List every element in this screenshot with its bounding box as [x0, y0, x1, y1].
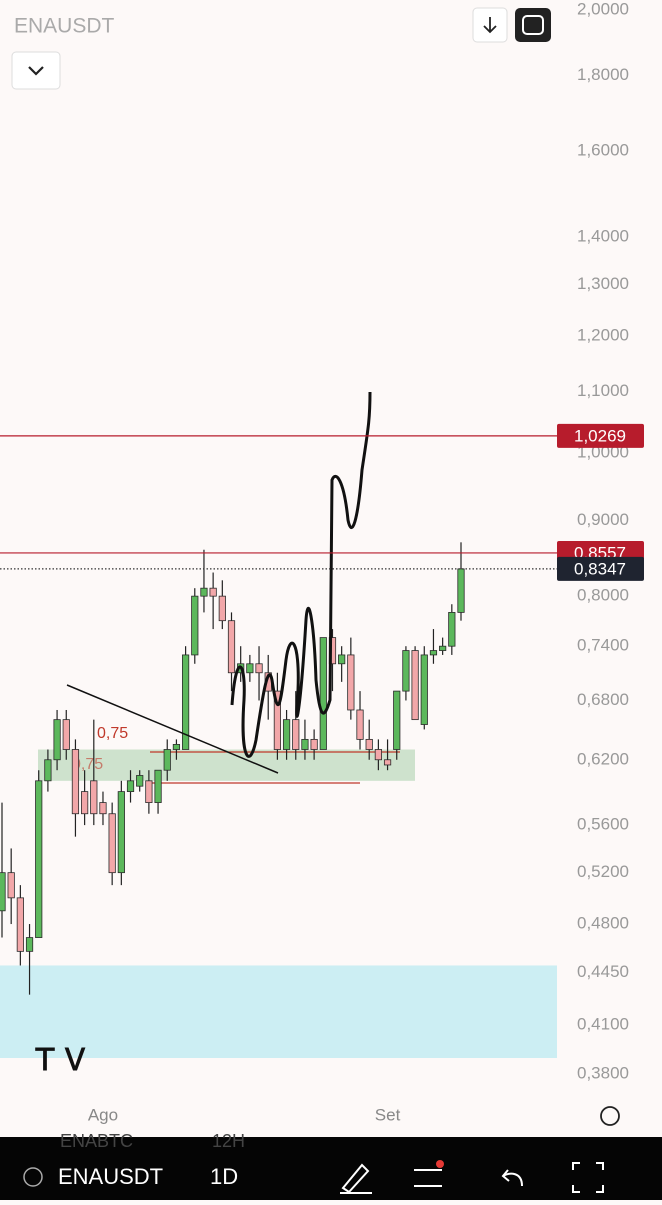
candle-body	[209, 587, 217, 597]
candle-body	[117, 791, 125, 874]
y-tick-label: 0,5600	[577, 815, 629, 834]
candle-body	[319, 637, 327, 750]
behind-interval: 12H	[212, 1131, 245, 1151]
candle-body	[7, 872, 15, 899]
candle-body	[365, 738, 373, 750]
settings-icon[interactable]	[600, 1106, 620, 1126]
y-tick-label: 0,8000	[577, 586, 629, 605]
y-tick-label: 2,0000	[577, 0, 629, 18]
y-tick-label: 0,4450	[577, 962, 629, 981]
toolbar	[0, 1137, 662, 1200]
candle-body	[136, 775, 144, 787]
chevron-icon	[28, 66, 44, 76]
fullscreen-button[interactable]	[515, 8, 551, 42]
y-tick-label: 0,9000	[577, 510, 629, 529]
y-tick-label: 1,4000	[577, 226, 629, 245]
candle-body	[402, 650, 410, 692]
candle-body	[393, 690, 401, 750]
symbol-title: ENAUSDT	[14, 15, 115, 38]
y-tick-label: 0,6800	[577, 690, 629, 709]
candle-body	[246, 663, 254, 674]
trend-line	[66, 684, 279, 774]
candle-body	[44, 759, 52, 782]
zone	[38, 749, 415, 781]
candle-body	[25, 937, 34, 952]
candle-body	[374, 749, 382, 761]
expand-icon[interactable]	[572, 1162, 604, 1193]
toolbar-symbol[interactable]: ENAUSDT	[58, 1164, 163, 1189]
y-tick-label: 1,8000	[577, 65, 629, 84]
candle-body	[255, 663, 263, 674]
frame-icon	[522, 15, 544, 35]
candle-body	[71, 749, 80, 815]
y-tick-label: 1,6000	[577, 141, 629, 160]
candle-body	[420, 654, 428, 725]
candle-body	[282, 719, 291, 750]
y-tick-label: 0,4800	[577, 914, 629, 933]
hand-drawing	[230, 391, 372, 758]
candle-body	[347, 654, 355, 711]
candle-body	[145, 780, 153, 803]
candle-body	[457, 568, 465, 613]
y-tick-label: 0,5200	[577, 862, 629, 881]
notification-dot	[436, 1160, 444, 1168]
y-tick-label: 1,2000	[577, 325, 629, 344]
candle-body	[292, 719, 300, 750]
price-tag	[557, 423, 644, 448]
candle-body	[273, 690, 282, 750]
candle-body	[172, 744, 181, 750]
candle-body	[429, 650, 438, 656]
annotation: 0,75	[97, 725, 128, 742]
candle-body	[218, 595, 226, 622]
candle-body	[200, 587, 208, 597]
indicators-icon[interactable]	[414, 1169, 442, 1187]
candle-body	[439, 645, 447, 651]
price-tag-label: 1,0269	[574, 426, 626, 445]
candle-body	[81, 791, 89, 815]
x-tick-label: Ago	[88, 1105, 118, 1124]
candle-body	[356, 709, 364, 740]
candle-body	[448, 612, 456, 647]
candle-body	[16, 897, 24, 952]
candle-body	[154, 769, 162, 803]
y-tick-label: 0,4100	[577, 1015, 629, 1034]
candle-body	[191, 595, 199, 656]
y-tick-label: 1,1000	[577, 381, 629, 400]
x-tick-label: Set	[375, 1105, 401, 1124]
toolbar-interval[interactable]: 1D	[210, 1164, 238, 1189]
candle-body	[227, 620, 236, 674]
candle-body	[301, 738, 309, 750]
candle-body	[0, 872, 6, 912]
candle-body	[126, 780, 135, 793]
candle-body	[338, 654, 346, 665]
price-tag	[557, 556, 644, 581]
candle-body	[411, 650, 419, 721]
y-tick-label: 0,7400	[577, 636, 629, 655]
candle-body	[181, 654, 190, 750]
draw-icon[interactable]	[340, 1163, 372, 1194]
candle-body	[90, 780, 98, 815]
candle-body	[62, 719, 70, 750]
price-tag-label: 0,8347	[574, 559, 626, 578]
candle-body	[163, 749, 171, 771]
tv-logo: ＴＶ	[30, 1044, 90, 1077]
candle-body	[108, 813, 116, 874]
annotation: 0,75	[72, 756, 103, 773]
y-tick-label: 0,6200	[577, 749, 629, 768]
arrow-icon	[483, 17, 497, 34]
symbol-icon	[23, 1167, 43, 1187]
candle-body	[310, 738, 318, 750]
y-tick-label: 0,3800	[577, 1063, 629, 1082]
behind-symbol: ENABTC	[60, 1131, 133, 1151]
candle-body	[99, 802, 107, 815]
candle-body	[35, 780, 43, 938]
candle-body	[53, 719, 61, 761]
undo-icon[interactable]	[501, 1169, 523, 1187]
zone	[0, 965, 557, 1058]
y-tick-label: 1,3000	[577, 274, 629, 293]
dropdown-button[interactable]	[11, 51, 61, 90]
candle-body	[383, 759, 392, 766]
